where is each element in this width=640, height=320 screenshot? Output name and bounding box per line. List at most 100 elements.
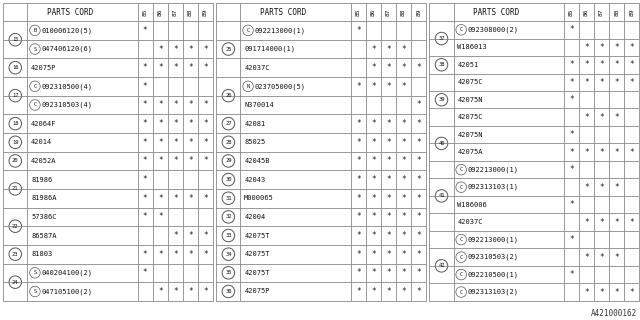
Text: *: * <box>173 156 178 165</box>
Text: W186013: W186013 <box>458 44 487 50</box>
Text: 42075P: 42075P <box>244 288 269 294</box>
Text: *: * <box>584 288 589 297</box>
Text: 35: 35 <box>225 270 232 275</box>
Text: C: C <box>33 102 36 108</box>
Text: 29: 29 <box>225 158 232 164</box>
Text: *: * <box>599 288 604 297</box>
Text: *: * <box>599 43 604 52</box>
Text: 81986: 81986 <box>31 177 52 183</box>
Text: *: * <box>173 287 178 296</box>
Text: 81986A: 81986A <box>31 195 56 201</box>
Text: 42037C: 42037C <box>458 219 483 225</box>
Text: *: * <box>188 231 193 240</box>
Text: 42045B: 42045B <box>244 158 269 164</box>
Text: *: * <box>143 63 147 72</box>
Text: *: * <box>584 183 589 192</box>
Text: *: * <box>356 231 360 240</box>
Text: *: * <box>188 138 193 147</box>
Text: 42014: 42014 <box>31 139 52 145</box>
Text: 023705000(5): 023705000(5) <box>254 83 305 90</box>
Text: 28: 28 <box>225 140 232 145</box>
Text: 38: 38 <box>438 62 445 67</box>
Text: 88: 88 <box>614 8 619 16</box>
Text: 42075T: 42075T <box>244 233 269 238</box>
Text: *: * <box>143 26 147 35</box>
Text: 18: 18 <box>12 121 19 126</box>
Text: *: * <box>173 194 178 203</box>
Text: *: * <box>614 148 619 157</box>
Text: S: S <box>33 270 36 275</box>
Text: *: * <box>143 119 147 128</box>
Text: *: * <box>188 194 193 203</box>
Text: C: C <box>460 237 463 242</box>
Text: *: * <box>204 156 208 165</box>
Text: *: * <box>614 288 619 297</box>
Text: *: * <box>371 82 376 91</box>
Text: *: * <box>371 194 376 203</box>
Text: 21: 21 <box>12 187 19 191</box>
Text: *: * <box>417 100 421 109</box>
Text: *: * <box>173 138 178 147</box>
Text: *: * <box>386 63 391 72</box>
Text: *: * <box>630 78 634 87</box>
Text: *: * <box>371 44 376 53</box>
Text: *: * <box>614 252 619 261</box>
Text: N: N <box>246 84 250 89</box>
Text: 88: 88 <box>401 8 406 16</box>
Text: *: * <box>599 183 604 192</box>
Text: *: * <box>417 250 421 259</box>
Text: 092313103(1): 092313103(1) <box>467 184 518 190</box>
Text: 16: 16 <box>12 65 19 70</box>
Text: 37: 37 <box>438 36 445 41</box>
Text: 89: 89 <box>203 8 208 16</box>
Text: *: * <box>386 250 391 259</box>
Text: *: * <box>417 194 421 203</box>
Text: *: * <box>386 268 391 277</box>
Text: *: * <box>417 287 421 296</box>
Text: 20: 20 <box>12 158 19 164</box>
Text: *: * <box>569 165 573 174</box>
Text: 86: 86 <box>584 8 589 16</box>
Text: *: * <box>569 148 573 157</box>
Text: *: * <box>401 194 406 203</box>
Text: *: * <box>356 82 360 91</box>
Text: 31: 31 <box>225 196 232 201</box>
Text: *: * <box>188 63 193 72</box>
Text: *: * <box>143 100 147 109</box>
Text: *: * <box>417 63 421 72</box>
Text: *: * <box>401 212 406 221</box>
Text: *: * <box>614 43 619 52</box>
Text: *: * <box>386 194 391 203</box>
Text: 86: 86 <box>371 8 376 16</box>
Text: 23: 23 <box>12 252 19 257</box>
Text: C: C <box>460 27 463 32</box>
Text: 87: 87 <box>599 8 604 16</box>
Text: 89: 89 <box>416 8 421 16</box>
Text: *: * <box>188 44 193 53</box>
Text: 42075P: 42075P <box>31 65 56 71</box>
Text: *: * <box>158 212 163 221</box>
Text: *: * <box>356 268 360 277</box>
Text: *: * <box>173 250 178 259</box>
Text: *: * <box>158 138 163 147</box>
Text: *: * <box>158 119 163 128</box>
Text: *: * <box>356 212 360 221</box>
Text: C: C <box>460 185 463 190</box>
Text: 17: 17 <box>12 93 19 98</box>
Text: *: * <box>143 175 147 184</box>
Text: 42075N: 42075N <box>458 132 483 138</box>
Text: 85: 85 <box>356 8 361 16</box>
Text: 24: 24 <box>12 280 19 285</box>
Text: *: * <box>599 113 604 122</box>
Text: *: * <box>204 63 208 72</box>
Text: 57386C: 57386C <box>31 214 56 220</box>
Text: *: * <box>158 194 163 203</box>
Text: *: * <box>371 287 376 296</box>
Text: 091714000(1): 091714000(1) <box>244 46 295 52</box>
Text: 42075A: 42075A <box>458 149 483 155</box>
Text: PARTS CORD: PARTS CORD <box>474 8 520 17</box>
Text: *: * <box>371 268 376 277</box>
Text: *: * <box>614 60 619 69</box>
Text: 42043: 42043 <box>244 177 266 183</box>
Text: *: * <box>584 60 589 69</box>
